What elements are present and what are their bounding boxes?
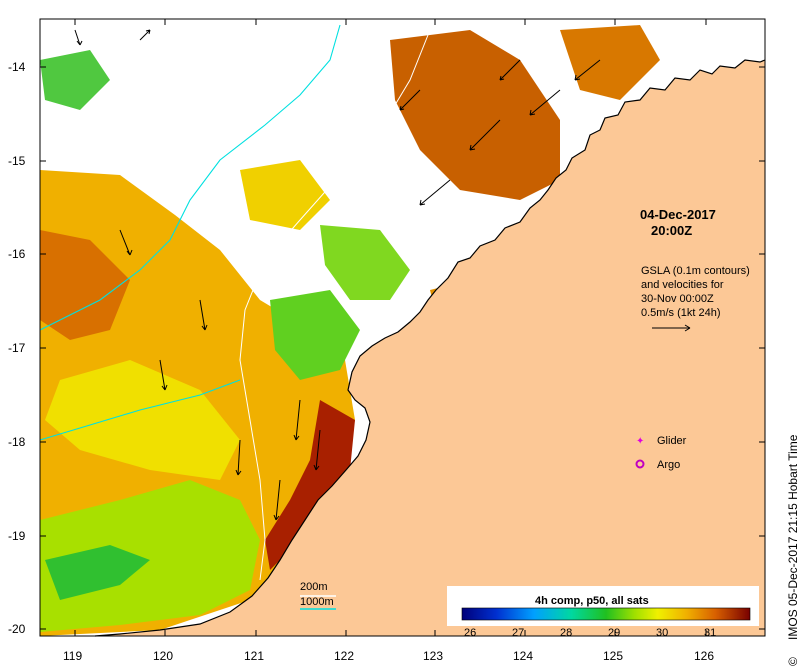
colorbar: [461, 607, 751, 621]
x-tick-label: 126: [694, 649, 714, 663]
y-tick-label: -19: [8, 529, 26, 543]
argo-label: Argo: [657, 459, 680, 471]
sst-north-ne: [560, 25, 660, 100]
coastline: [94, 59, 766, 637]
y-tick-label: -14: [8, 60, 26, 74]
sst-green-shelf: [270, 290, 360, 380]
gsla-note-line: GSLA (0.1m contours): [641, 265, 750, 277]
velocity-arrows: [74, 29, 601, 521]
colorbar-tick-label: 28: [560, 627, 572, 639]
map-time: 20:00Z: [651, 223, 692, 238]
x-tick-label: 120: [153, 649, 173, 663]
copyright-icon: ©: [786, 657, 800, 666]
isobath-200m: [239, 29, 431, 581]
x-tick-label: 123: [423, 649, 443, 663]
glider-label: Glider: [657, 435, 687, 447]
sst-mid-yellow: [240, 160, 330, 230]
colorbar-tick-label: 30: [656, 627, 668, 639]
sst-orange-west: [40, 230, 130, 340]
y-ticks: [40, 66, 765, 630]
sst-green-belt: [45, 545, 150, 600]
colorbar-tick-label: 29: [608, 627, 620, 639]
sst-north-west: [40, 50, 110, 110]
colorbar-tick-label: 27: [512, 627, 524, 639]
sst-green-east: [320, 225, 410, 300]
x-tick-label: 124: [513, 649, 533, 663]
colorbar-title: 4h comp, p50, all sats: [535, 595, 649, 607]
x-tick-label: 122: [334, 649, 354, 663]
colorbar-tick-label: 31: [704, 627, 716, 639]
glider-marker-icon: ✦: [636, 436, 644, 447]
plot-frame: [39, 18, 766, 637]
x-axis: 119 120 121 122 123 124 125 126: [63, 649, 714, 663]
y-axis: -14 -15 -16 -17 -18 -19 -20: [8, 60, 26, 636]
isobath-1000m-south: [39, 379, 241, 441]
gsla-note-line: 30-Nov 00:00Z: [641, 293, 714, 305]
sst-yellow-mid: [45, 360, 240, 480]
sst-green-southwest: [40, 480, 260, 632]
land: [95, 60, 765, 636]
velocity-scale-arrow: [652, 324, 691, 332]
y-tick-label: -20: [8, 622, 26, 636]
argo-marker-icon: [635, 459, 645, 469]
gsla-note-line: 0.5m/s (1kt 24h): [641, 307, 720, 319]
x-ticks: [74, 19, 707, 636]
gsla-note-line: and velocities for: [641, 279, 724, 291]
y-tick-label: -18: [8, 435, 26, 449]
map-date: 04-Dec-2017: [640, 207, 716, 222]
x-tick-label: 121: [244, 649, 264, 663]
isobath-1000m: [39, 24, 341, 331]
y-tick-label: -15: [8, 154, 26, 168]
y-tick-label: -17: [8, 341, 26, 355]
y-tick-label: -16: [8, 247, 26, 261]
credit-label: IMOS 05-Dec-2017 21:15 Hobart Time: [786, 434, 800, 640]
isobath-200m-label: 200m: [300, 581, 328, 593]
x-tick-label: 119: [63, 649, 82, 663]
colorbar-tick-label: 26: [464, 627, 476, 639]
isobath-1000m-label: 1000m: [300, 596, 334, 608]
x-tick-label: 125: [603, 649, 623, 663]
sst-hot-coast: [265, 400, 355, 570]
sst-north-orange: [390, 30, 560, 200]
